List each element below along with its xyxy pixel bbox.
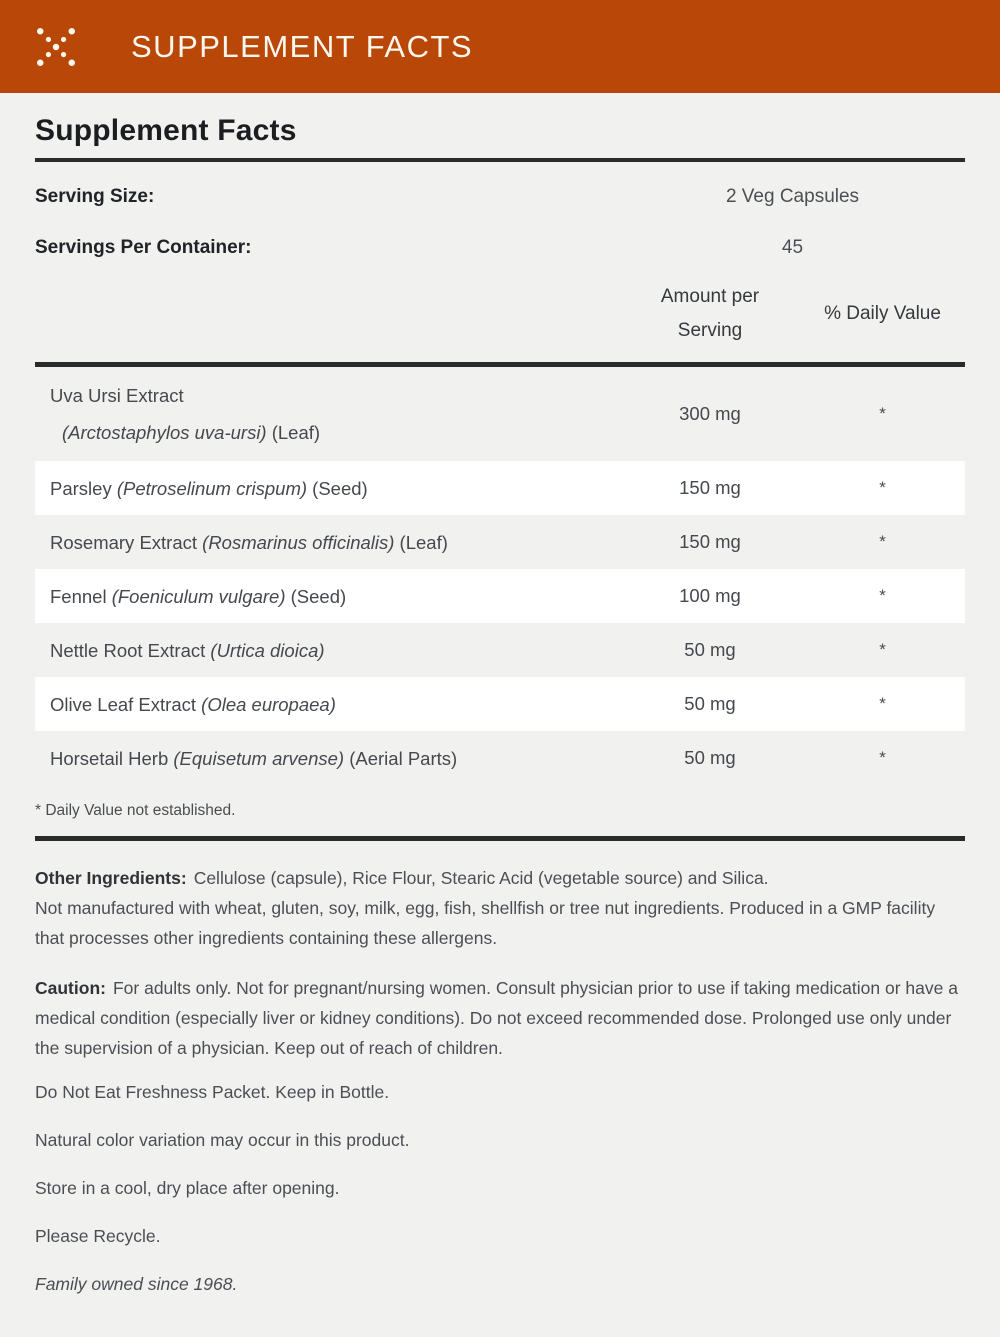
ingredient-name: Olive Leaf Extract (Olea europaea)	[50, 693, 336, 715]
caution-text: For adults only. Not for pregnant/nursin…	[35, 978, 958, 1058]
ingredient-daily-value: *	[879, 532, 886, 551]
ingredient-daily-value: *	[879, 404, 886, 423]
table-row: Horsetail Herb (Equisetum arvense) (Aeri…	[35, 731, 965, 785]
table-row: Rosemary Extract (Rosmarinus officinalis…	[35, 515, 965, 569]
ingredient-amount: 100 mg	[679, 585, 741, 606]
dots-x-icon	[36, 27, 76, 66]
caution-label: Caution:	[35, 978, 106, 998]
amount-per-serving-header: Amount per Serving	[660, 286, 760, 341]
ingredient-amount: 150 mg	[679, 477, 741, 498]
table-row: Fennel (Foeniculum vulgare) (Seed) 100 m…	[35, 569, 965, 623]
ingredient-name: Rosemary Extract (Rosmarinus officinalis…	[50, 531, 448, 553]
other-ingredients-text: Cellulose (capsule), Rice Flour, Stearic…	[193, 868, 769, 888]
divider	[35, 836, 965, 841]
label-paragraphs: Other Ingredients: Cellulose (capsule), R…	[35, 863, 965, 1299]
family-owned-note: Family owned since 1968.	[35, 1274, 238, 1294]
ingredient-name: Horsetail Herb (Equisetum arvense) (Aeri…	[50, 747, 458, 769]
table-row: Nettle Root Extract (Urtica dioica) 50 m…	[35, 623, 965, 677]
banner-title: SUPPLEMENT FACTS	[131, 28, 474, 64]
divider	[35, 158, 965, 162]
facts-panel: Supplement Facts Serving Size: 2 Veg Cap…	[0, 114, 1000, 1329]
table-row: Uva Ursi Extract (Arctostaphylos uva-urs…	[35, 367, 965, 461]
ingredient-daily-value: *	[879, 694, 886, 713]
ingredient-amount: 300 mg	[679, 403, 741, 424]
ingredient-daily-value: *	[879, 586, 886, 605]
percent-daily-value-header: % Daily Value	[824, 303, 941, 324]
table-row: Parsley (Petroselinum crispum) (Seed) 15…	[35, 461, 965, 515]
allergen-paragraph: Not manufactured with wheat, gluten, soy…	[35, 898, 936, 948]
servings-per-container-row: Servings Per Container: 45	[35, 237, 965, 259]
ingredient-daily-value: *	[879, 748, 886, 767]
serving-size-label: Serving Size:	[35, 186, 155, 207]
divider	[35, 362, 965, 367]
table-column-headers: Amount per Serving % Daily Value	[35, 279, 965, 349]
serving-size-row: Serving Size: 2 Veg Capsules	[35, 186, 965, 208]
recycle-note: Please Recycle.	[35, 1226, 161, 1246]
servings-per-container-label: Servings Per Container:	[35, 237, 252, 258]
other-ingredients-paragraph: Other Ingredients: Cellulose (capsule), R…	[35, 863, 965, 893]
ingredient-amount: 50 mg	[684, 639, 736, 660]
ingredient-name: Uva Ursi Extract (Arctostaphylos uva-urs…	[50, 385, 321, 443]
daily-value-footnote: * Daily Value not established.	[35, 802, 236, 819]
ingredient-amount: 50 mg	[684, 747, 736, 768]
ingredient-daily-value: *	[879, 478, 886, 497]
serving-size-value: 2 Veg Capsules	[725, 186, 860, 207]
supplement-facts-banner: SUPPLEMENT FACTS	[0, 0, 1000, 93]
ingredient-amount: 150 mg	[679, 531, 741, 552]
ingredient-daily-value: *	[879, 640, 886, 659]
ingredient-name: Fennel (Foeniculum vulgare) (Seed)	[50, 585, 347, 607]
ingredient-name: Nettle Root Extract (Urtica dioica)	[50, 639, 325, 661]
ingredient-amount: 50 mg	[684, 693, 736, 714]
panel-title: Supplement Facts	[35, 114, 297, 147]
storage-note: Store in a cool, dry place after opening…	[35, 1178, 340, 1198]
other-ingredients-label: Other Ingredients:	[35, 868, 187, 888]
freshness-packet-note: Do Not Eat Freshness Packet. Keep in Bot…	[35, 1082, 390, 1102]
table-row: Olive Leaf Extract (Olea europaea) 50 mg…	[35, 677, 965, 731]
servings-per-container-value: 45	[781, 237, 804, 258]
ingredient-name: Parsley (Petroselinum crispum) (Seed)	[50, 477, 368, 499]
color-variation-note: Natural color variation may occur in thi…	[35, 1130, 410, 1150]
ingredients-table: Uva Ursi Extract (Arctostaphylos uva-urs…	[35, 367, 965, 785]
caution-paragraph: Caution: For adults only. Not for pregnan…	[35, 973, 965, 1063]
